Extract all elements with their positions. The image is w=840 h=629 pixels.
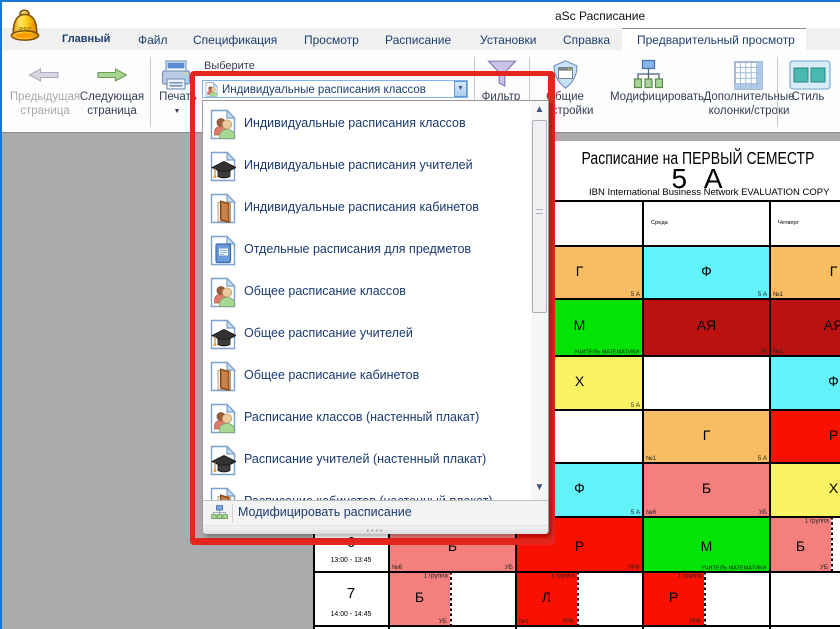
svg-text:asc: asc [18,25,32,34]
